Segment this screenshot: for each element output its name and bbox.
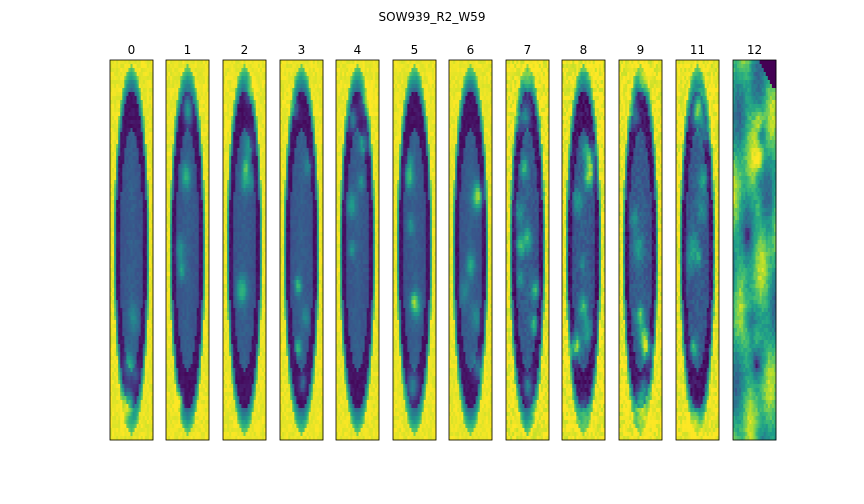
panel-label-6: 6 [467, 43, 475, 57]
panel-label-0: 0 [128, 43, 136, 57]
image-panel-4: 4 [335, 43, 380, 441]
image-panel-7: 7 [505, 43, 550, 441]
panel-frame [732, 59, 777, 441]
panel-label-8: 8 [580, 43, 588, 57]
panel-frame [279, 59, 324, 441]
panel-label-9: 9 [637, 43, 645, 57]
image-panel-3: 3 [279, 43, 324, 441]
panel-label-12: 12 [747, 43, 762, 57]
image-panel-11: 11 [675, 43, 720, 441]
panel-frame [561, 59, 606, 441]
panel-frame [392, 59, 437, 441]
panel-label-3: 3 [298, 43, 306, 57]
panel-frame [222, 59, 267, 441]
panel-frame [165, 59, 210, 441]
panel-frame [109, 59, 154, 441]
image-panel-8: 8 [561, 43, 606, 441]
panel-grid: 0 1 2 3 4 5 6 7 8 9 11 12 [109, 43, 777, 441]
panel-label-1: 1 [184, 43, 192, 57]
image-panel-2: 2 [222, 43, 267, 441]
panel-label-2: 2 [241, 43, 249, 57]
image-panel-5: 5 [392, 43, 437, 441]
panel-frame [618, 59, 663, 441]
panel-frame [448, 59, 493, 441]
panel-label-11: 11 [690, 43, 705, 57]
image-panel-6: 6 [448, 43, 493, 441]
panel-label-7: 7 [524, 43, 532, 57]
image-panel-9: 9 [618, 43, 663, 441]
panel-label-5: 5 [411, 43, 419, 57]
panel-label-4: 4 [354, 43, 362, 57]
panel-frame [505, 59, 550, 441]
image-panel-0: 0 [109, 43, 154, 441]
image-panel-1: 1 [165, 43, 210, 441]
image-panel-12: 12 [732, 43, 777, 441]
panel-frame [675, 59, 720, 441]
figure-title: SOW939_R2_W59 [379, 10, 486, 24]
panel-frame [335, 59, 380, 441]
